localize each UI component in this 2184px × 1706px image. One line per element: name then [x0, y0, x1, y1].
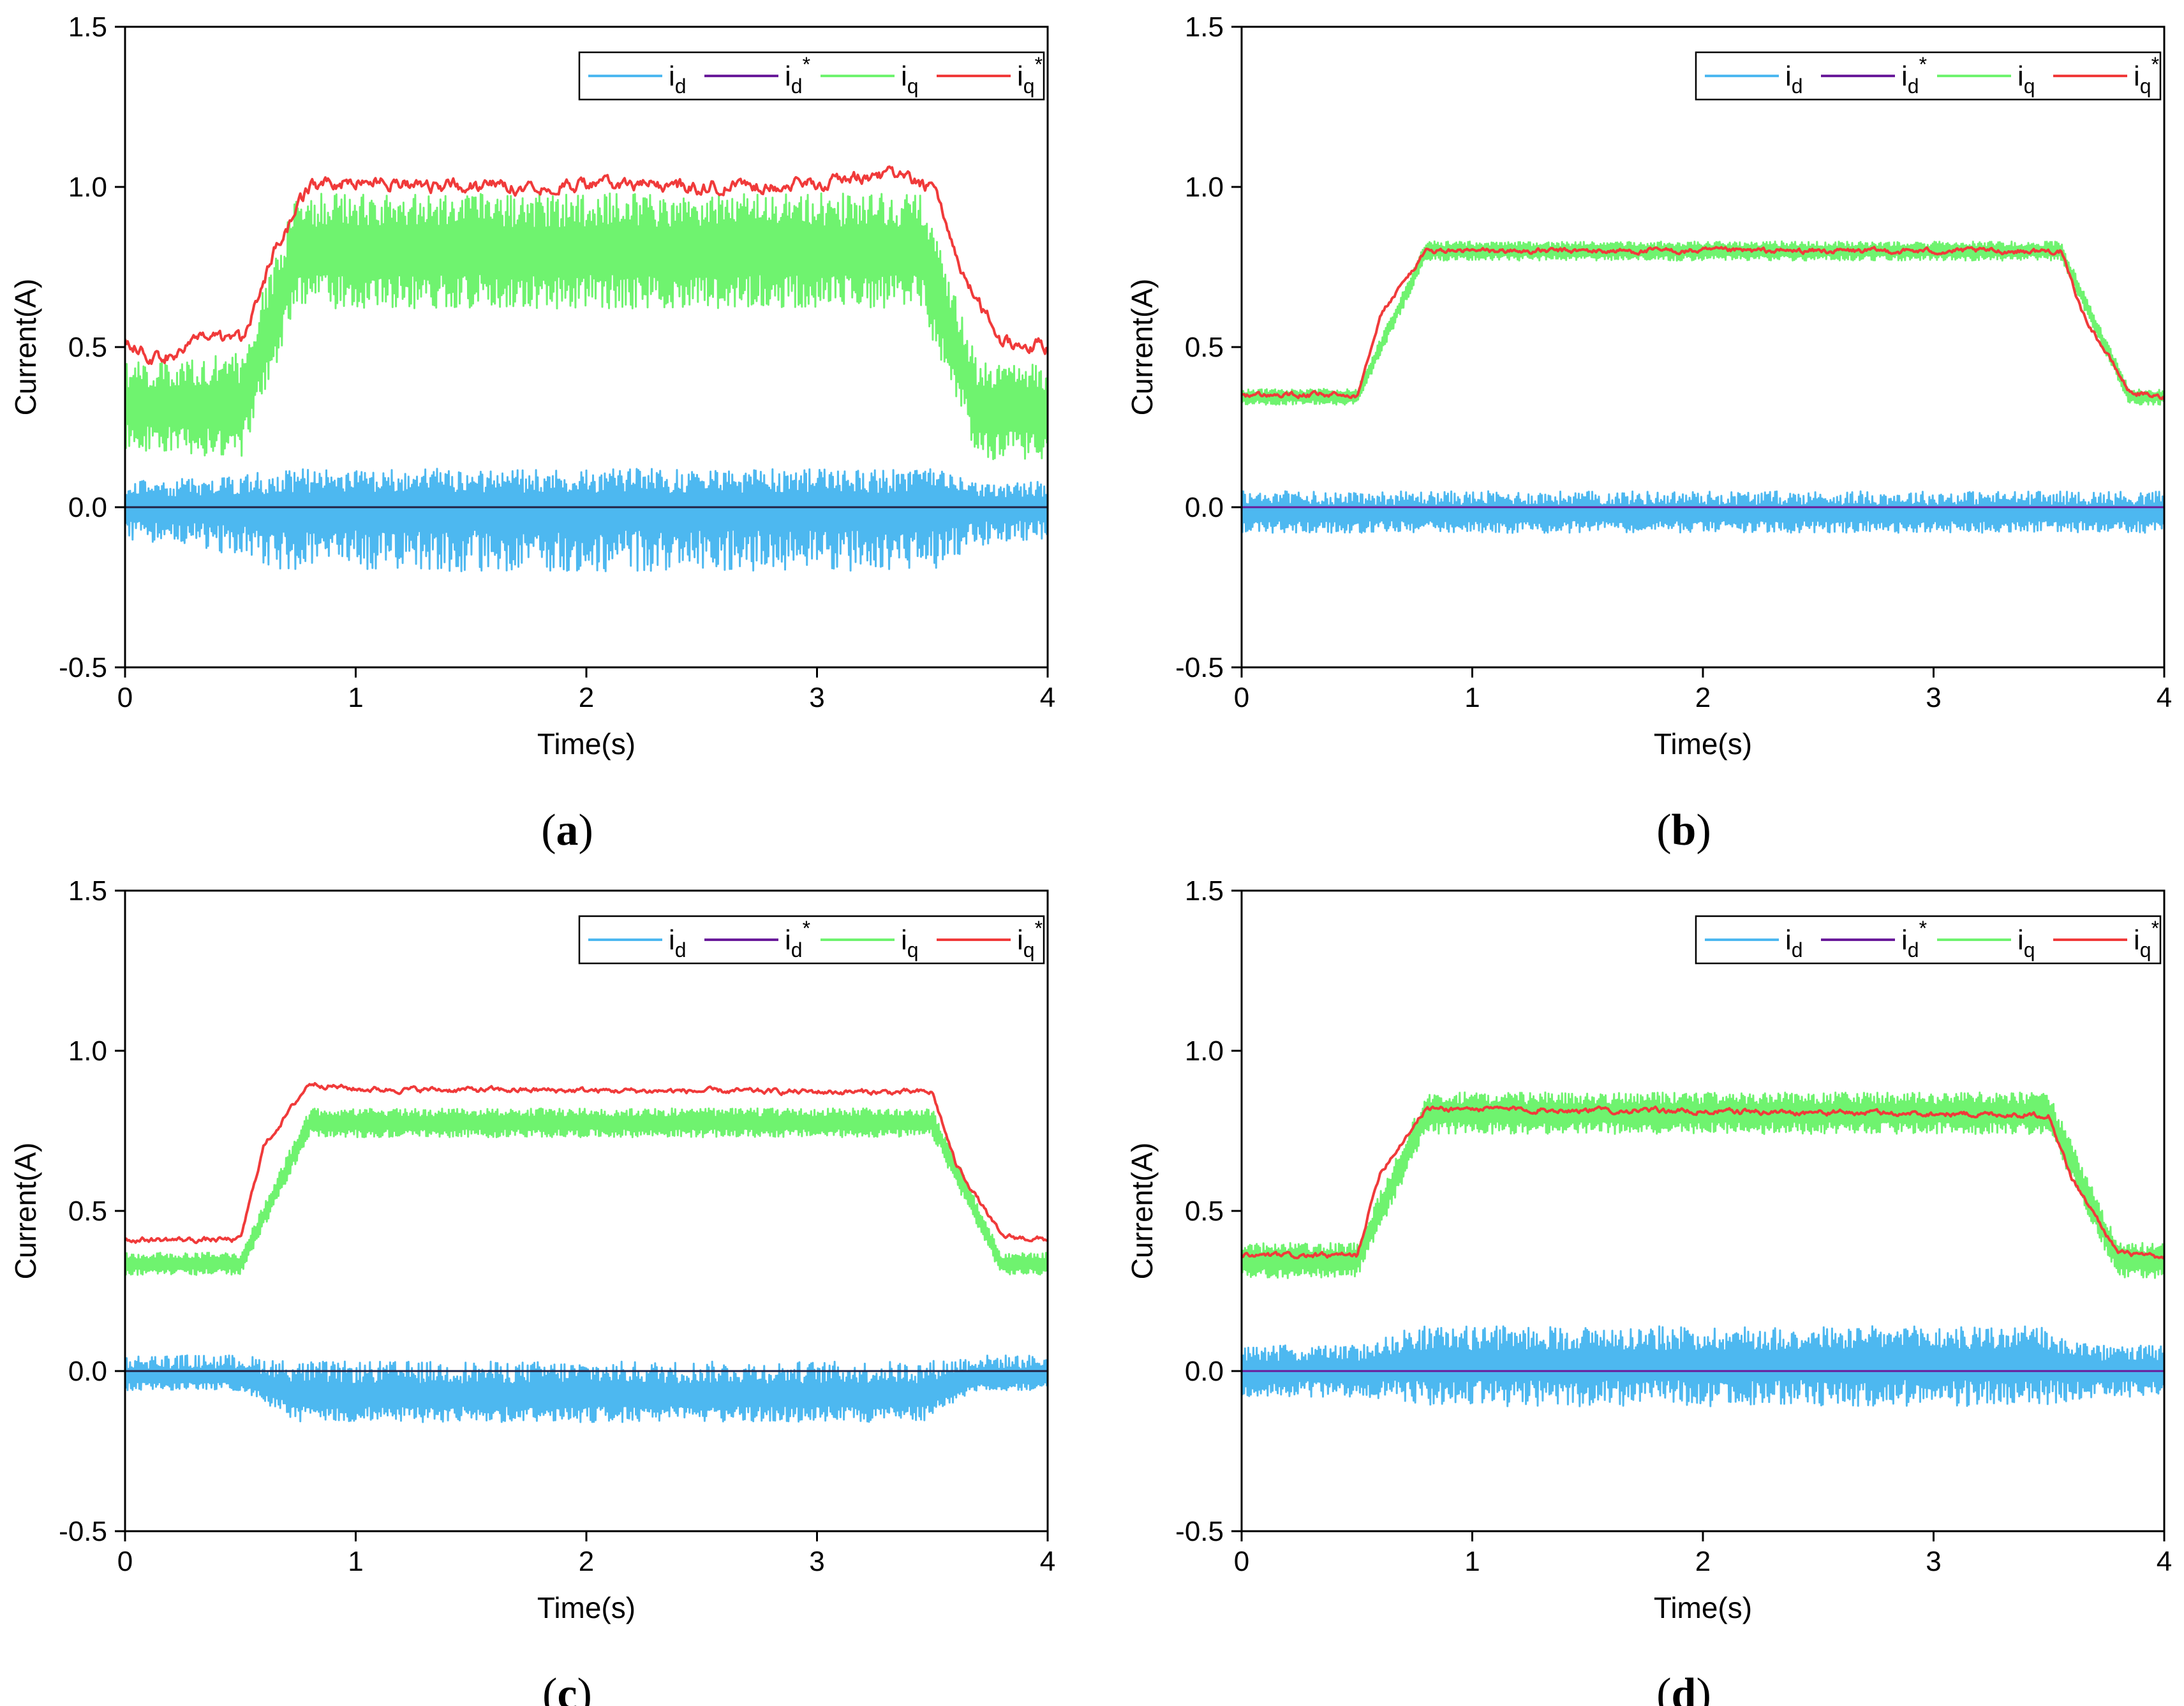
y-tick-label: -0.5 [1175, 652, 1224, 683]
legend-label: id [1785, 61, 1803, 98]
legend: id id* iq iq* [1695, 51, 2162, 101]
y-tick-label: 0.0 [68, 492, 107, 523]
x-tick-label: 0 [1234, 682, 1249, 713]
legend-label: iq [2017, 61, 2035, 98]
x-tick-label: 3 [809, 682, 824, 713]
legend: id id* iq iq* [578, 915, 1045, 965]
y-axis-title: Current(A) [9, 1143, 42, 1280]
x-tick-label: 3 [1926, 1546, 1941, 1577]
plot-area [1242, 240, 2164, 534]
legend: id id* iq iq* [1695, 915, 2162, 965]
panel-caption: (a) [541, 806, 593, 855]
x-tick-label: 3 [1926, 682, 1941, 713]
y-tick-label: -0.5 [1175, 1516, 1224, 1547]
chart-panel-b: 0 1 2 3 4 -0.5 0.0 0.5 1.0 1.5 Time(s) Current(A) id… [1125, 11, 2172, 855]
y-tick-label: 0.0 [1185, 1356, 1224, 1387]
x-axis-title: Time(s) [1654, 727, 1752, 760]
series-id-line [125, 468, 1048, 572]
x-tick-label: 2 [579, 682, 594, 713]
y-tick-label: 0.5 [1185, 332, 1224, 363]
x-tick-label: 4 [1040, 1546, 1055, 1577]
plot-area [125, 1082, 1048, 1423]
series-iq-line [1242, 240, 2164, 406]
x-tick-label: 2 [1695, 682, 1711, 713]
legend-label: id [669, 924, 687, 961]
legend-label: iq* [1017, 917, 1043, 961]
panel-caption: (c) [542, 1670, 592, 1706]
y-tick-label: 1.0 [1185, 1035, 1224, 1067]
y-tick-label: 0.0 [1185, 492, 1224, 523]
y-tick-label: 0.5 [68, 1196, 107, 1227]
legend-label: iq [901, 61, 919, 98]
chart-panel-a: 0 1 2 3 4 -0.5 0.0 0.5 1.0 1.5 Time(s) Current(A) id… [9, 11, 1055, 855]
x-tick-label: 4 [2157, 682, 2172, 713]
legend-label: iq [901, 924, 919, 961]
series-iq-line [125, 192, 1048, 461]
series-id-line [1242, 1325, 2164, 1407]
legend: id id* iq iq* [578, 51, 1045, 101]
y-tick-label: 1.5 [68, 11, 107, 43]
y-tick-label: 1.5 [1185, 875, 1224, 907]
y-axis-title: Current(A) [1125, 1143, 1159, 1280]
legend-label: id [669, 61, 687, 98]
y-tick-label: 0.5 [68, 332, 107, 363]
x-tick-label: 2 [1695, 1546, 1711, 1577]
legend-label: id* [1901, 917, 1927, 961]
series-iq-ref-line [125, 165, 1048, 366]
legend-label: id [1785, 924, 1803, 961]
series-id-line [1242, 490, 2164, 534]
y-tick-label: -0.5 [59, 1516, 107, 1547]
y-tick-label: 0.5 [1185, 1196, 1224, 1227]
y-tick-label: 1.0 [1185, 172, 1224, 203]
x-tick-label: 3 [809, 1546, 824, 1577]
series-iq-ref-line [1242, 246, 2164, 401]
x-axis-title: Time(s) [537, 727, 635, 760]
y-tick-label: 1.0 [68, 172, 107, 203]
y-axis-title: Current(A) [1125, 279, 1159, 416]
x-tick-label: 2 [579, 1546, 594, 1577]
y-tick-label: 1.5 [68, 875, 107, 907]
series-iq-ref-line [1242, 1105, 2164, 1259]
x-tick-label: 4 [1040, 682, 1055, 713]
panel-caption: (d) [1656, 1670, 1711, 1706]
x-tick-label: 0 [117, 1546, 133, 1577]
chart-panel-d: 0 1 2 3 4 -0.5 0.0 0.5 1.0 1.5 Time(s) Current(A) id… [1125, 875, 2172, 1706]
x-tick-label: 1 [1464, 682, 1480, 713]
series-iq-line [1242, 1091, 2164, 1279]
legend-label: iq [2017, 924, 2035, 961]
y-tick-label: -0.5 [59, 652, 107, 683]
x-tick-label: 0 [1234, 1546, 1249, 1577]
plot-area [125, 165, 1048, 572]
y-tick-label: 1.5 [1185, 11, 1224, 43]
legend-label: id* [1901, 53, 1927, 98]
legend-label: iq* [2134, 53, 2159, 98]
chart-panel-c: 0 1 2 3 4 -0.5 0.0 0.5 1.0 1.5 Time(s) Current(A) id… [9, 875, 1055, 1706]
legend-label: id* [785, 917, 810, 961]
x-tick-label: 1 [348, 682, 363, 713]
y-tick-label: 1.0 [68, 1035, 107, 1067]
series-iq-line [125, 1107, 1048, 1276]
x-tick-label: 1 [1464, 1546, 1480, 1577]
legend-label: iq* [2134, 917, 2159, 961]
x-tick-label: 0 [117, 682, 133, 713]
plot-area [1242, 1091, 2164, 1407]
x-axis-title: Time(s) [537, 1591, 635, 1624]
y-tick-label: 0.0 [68, 1356, 107, 1387]
x-tick-label: 1 [348, 1546, 363, 1577]
legend-label: id* [785, 53, 810, 98]
x-tick-label: 4 [2157, 1546, 2172, 1577]
panel-caption: (b) [1656, 806, 1711, 855]
series-id-line [125, 1354, 1048, 1423]
x-axis-title: Time(s) [1654, 1591, 1752, 1624]
legend-label: iq* [1017, 53, 1043, 98]
series-iq-ref-line [125, 1082, 1048, 1245]
y-axis-title: Current(A) [9, 279, 42, 416]
